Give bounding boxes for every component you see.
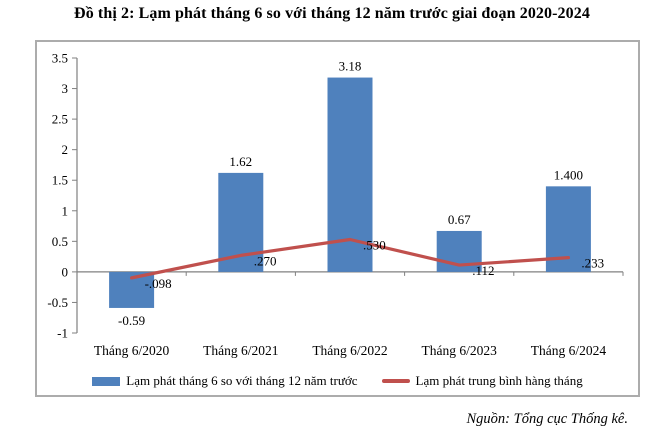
- y-tick-label: 0.5: [52, 234, 68, 249]
- line-value-label: .530: [363, 238, 386, 253]
- y-tick-label: 0: [62, 264, 69, 279]
- bar-value-label: -0.59: [118, 313, 145, 328]
- y-tick-label: 2.5: [52, 112, 68, 127]
- line-value-label: .233: [581, 256, 604, 271]
- y-tick-label: 1: [62, 203, 69, 218]
- y-tick-label: 2: [62, 142, 69, 157]
- bar-value-label: 1.400: [554, 167, 583, 182]
- y-tick-label: -0.5: [47, 295, 68, 310]
- line-value-label: .112: [472, 263, 494, 278]
- legend-item-line: Lạm phát trung bình hàng tháng: [381, 372, 583, 390]
- x-category-label: Tháng 6/2023: [422, 343, 498, 358]
- y-tick-label: -1: [57, 326, 68, 341]
- chart-title: Đồ thị 2: Lạm phát tháng 6 so với tháng …: [74, 5, 590, 22]
- line-value-label: .270: [254, 253, 277, 268]
- trend-line: [129, 237, 571, 280]
- x-category-label: Tháng 6/2024: [531, 343, 607, 358]
- y-tick-label: 3.5: [52, 51, 68, 66]
- bar-series-swatch-icon: [92, 376, 121, 386]
- bar-value-label: 3.18: [339, 59, 362, 74]
- x-category-label: Tháng 6/2022: [312, 343, 387, 358]
- legend-item-bar: Lạm phát tháng 6 so với tháng 12 năm trư…: [92, 372, 358, 390]
- legend: Lạm phát tháng 6 so với tháng 12 năm trư…: [37, 372, 638, 390]
- legend-bar-label: Lạm phát tháng 6 so với tháng 12 năm trư…: [126, 373, 358, 388]
- y-tick-label: 3: [62, 81, 69, 96]
- x-category-label: Tháng 6/2020: [94, 343, 170, 358]
- x-category-label: Tháng 6/2021: [203, 343, 278, 358]
- legend-line-label: Lạm phát trung bình hàng tháng: [415, 373, 583, 388]
- bar-value-label: 0.67: [448, 212, 471, 227]
- line-series-swatch-icon: [381, 379, 410, 383]
- y-tick-label: 1.5: [52, 173, 68, 188]
- source-note: Nguồn: Tổng cục Thống kê.: [466, 411, 629, 427]
- bar-value-label: 1.62: [229, 154, 252, 169]
- chart-frame: 3.5 3 2.5 2 1.5 1 0.5 0 -0.5 -1 -0.59 1.62 3.18 0.67 1…: [35, 40, 640, 397]
- line-value-label: -.098: [145, 276, 172, 291]
- plot-area: 3.5 3 2.5 2 1.5 1 0.5 0 -0.5 -1 -0.59 1.62 3.18 0.67 1…: [47, 51, 624, 358]
